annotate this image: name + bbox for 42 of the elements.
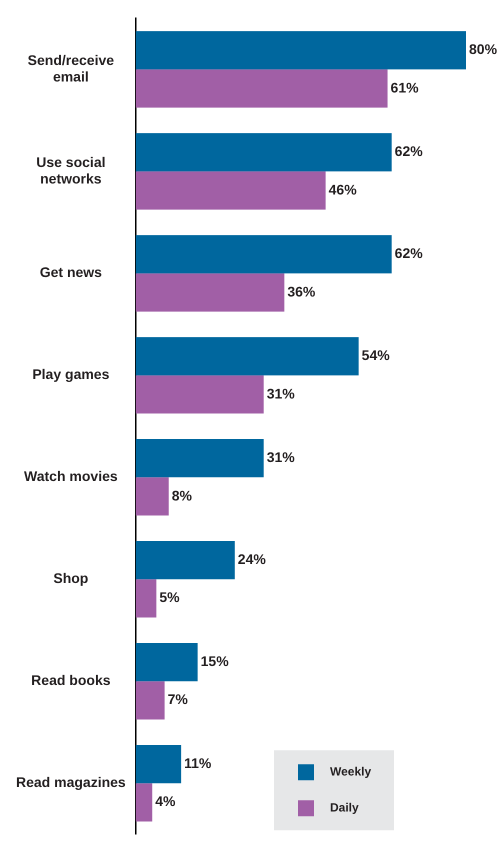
legend-label: Weekly — [330, 764, 372, 779]
data-label: 31% — [266, 449, 296, 466]
bar — [136, 337, 359, 376]
bar — [136, 375, 264, 414]
bar — [136, 133, 392, 172]
bar — [136, 31, 466, 70]
bar — [136, 681, 165, 720]
y-tick-label: Shop — [53, 570, 88, 586]
bar — [136, 541, 235, 580]
data-label: 46% — [328, 181, 358, 198]
y-tick-label: Get news — [40, 264, 102, 280]
data-label: 80% — [469, 41, 498, 58]
y-tick-label: Watch movies — [24, 468, 118, 484]
data-label: 5% — [159, 589, 180, 606]
data-label: 15% — [200, 652, 230, 669]
y-tick-label: Send/receive email — [28, 52, 114, 85]
data-label: 8% — [172, 487, 193, 504]
y-tick-label: Read magazines — [16, 774, 126, 790]
y-tick-label: Play games — [32, 366, 110, 382]
bar — [136, 783, 152, 822]
data-label: 61% — [390, 79, 420, 96]
bar — [136, 273, 284, 312]
bar — [136, 69, 388, 108]
bar — [136, 235, 392, 274]
data-label: 4% — [155, 793, 176, 810]
bar — [136, 171, 326, 210]
data-label: 62% — [394, 143, 424, 160]
bar — [136, 744, 182, 784]
bar — [136, 477, 169, 516]
y-tick-label: Read books — [31, 672, 111, 688]
data-label: 31% — [266, 385, 296, 402]
legend-label: Daily — [330, 800, 360, 815]
data-label: 36% — [287, 283, 316, 300]
data-label: 24% — [238, 551, 266, 567]
bar — [136, 642, 198, 682]
data-label: 11% — [184, 754, 212, 771]
bar — [136, 439, 264, 478]
data-label: 62% — [394, 245, 424, 262]
y-tick-label: Use social networks — [36, 154, 106, 187]
bar — [136, 579, 156, 618]
data-label: 54% — [362, 347, 390, 364]
data-label: 7% — [168, 691, 188, 708]
